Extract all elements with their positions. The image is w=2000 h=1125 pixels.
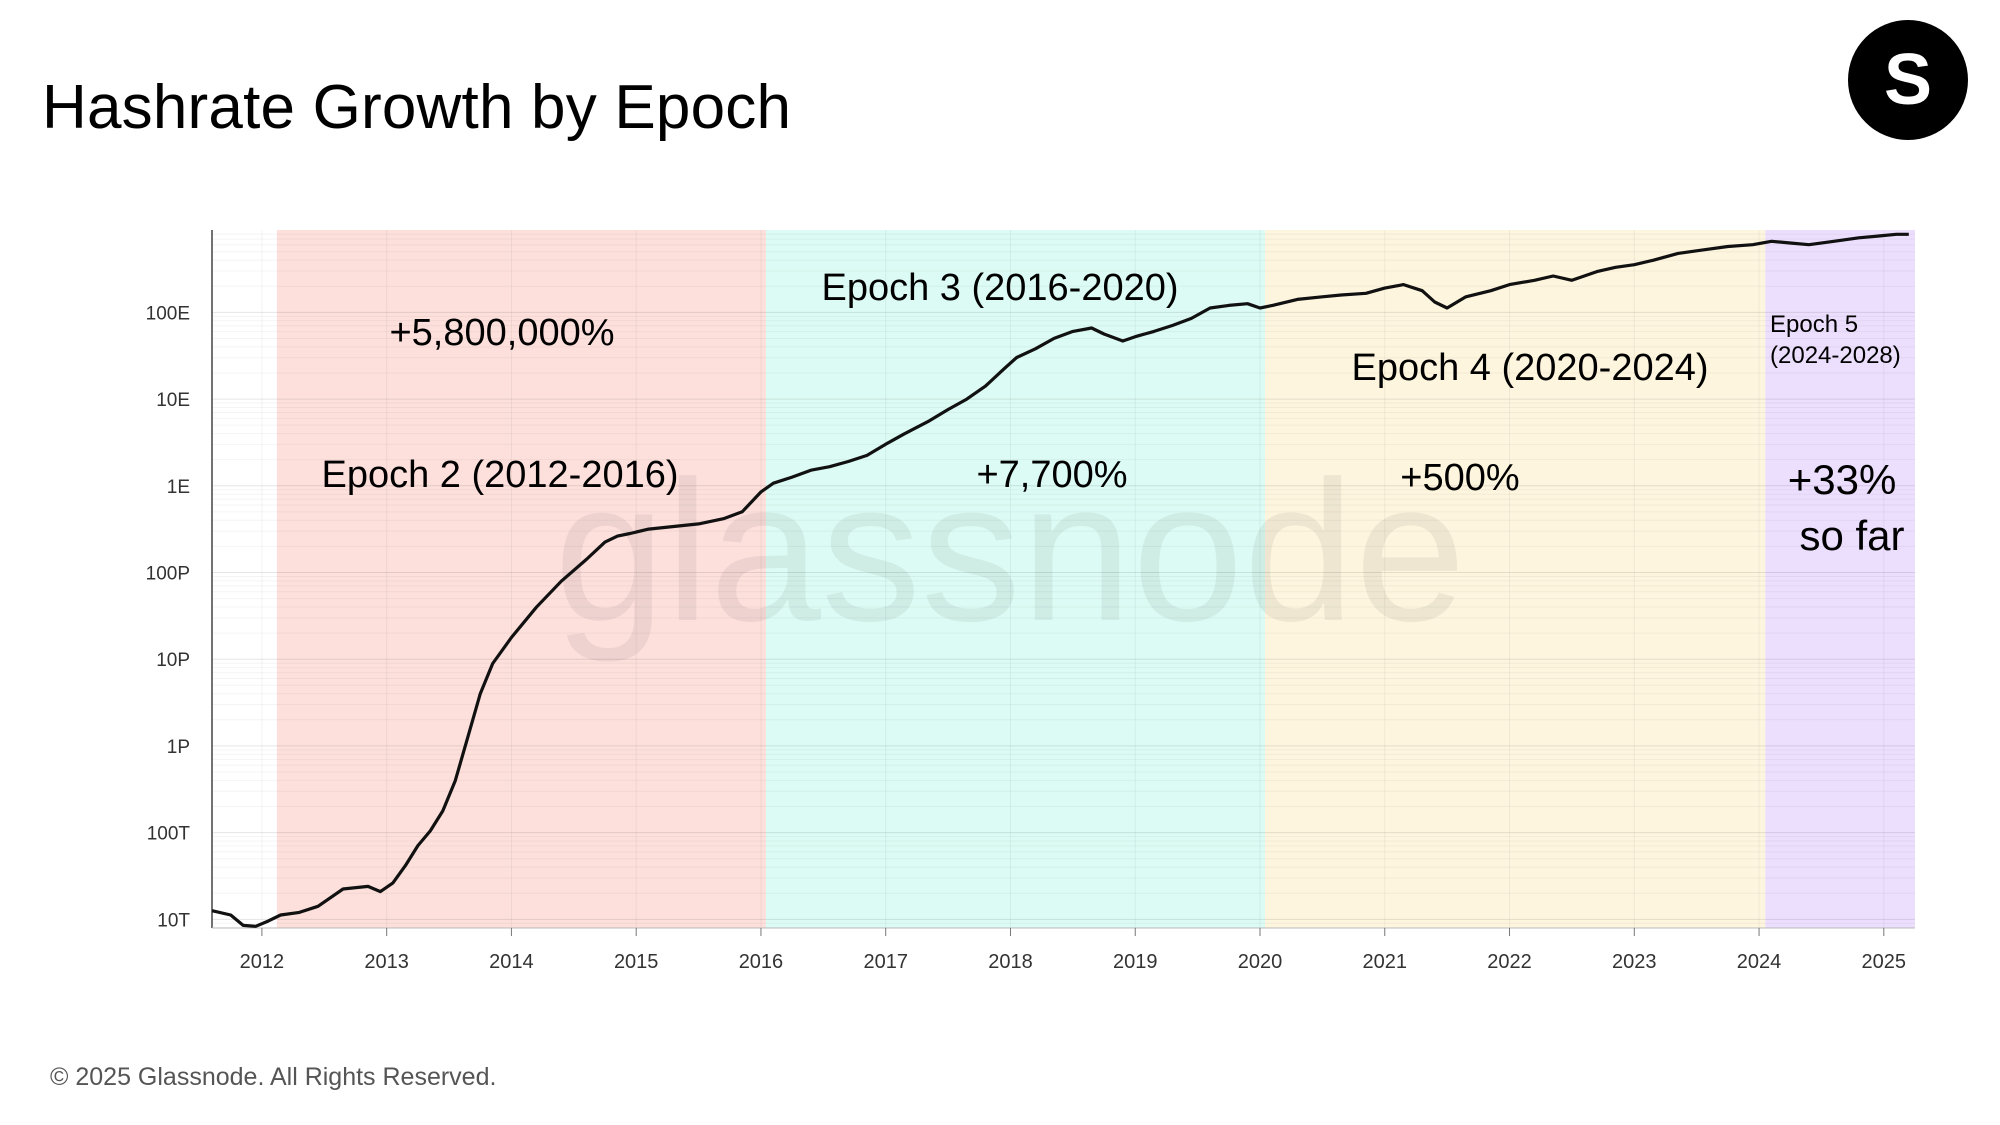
y-tick-label: 1P [167, 737, 190, 758]
x-tick-label: 2014 [489, 951, 534, 973]
x-tick-label: 2023 [1612, 951, 1657, 973]
x-tick-label: 2016 [739, 951, 784, 973]
x-tick-label: 2024 [1737, 951, 1782, 973]
x-tick-label: 2013 [364, 951, 409, 973]
epoch-change-label: +7,700% [976, 454, 1127, 496]
y-axis-ticks: 10T 100T 1P 10P 100P 1E 10E 100E [146, 303, 191, 931]
epoch-band-5 [1765, 230, 1915, 928]
y-tick-label: 1E [167, 477, 190, 498]
hashrate-line [211, 232, 1909, 928]
y-tick-label: 100T [147, 824, 191, 845]
y-tick-label: 100P [146, 563, 190, 584]
epoch-band-3 [765, 230, 1265, 928]
x-tick-label: 2019 [1113, 951, 1158, 973]
x-tick-label: 2022 [1487, 951, 1532, 973]
epoch-change-label: +33% [1788, 456, 1897, 503]
watermark: glassnode [554, 440, 1466, 663]
epoch-band-4 [1264, 230, 1766, 928]
y-tick-label: 100E [146, 303, 190, 324]
axes [211, 230, 1915, 929]
epoch-name-label: Epoch 2 (2012-2016) [321, 454, 678, 496]
epoch-band-2 [276, 230, 766, 928]
epoch-name-label: Epoch 5 [1770, 311, 1858, 338]
epoch-bands [276, 230, 1915, 928]
epoch-change-label: so far [1799, 512, 1904, 559]
x-tick-label: 2021 [1363, 951, 1408, 973]
y-tick-label: 10T [157, 910, 190, 931]
brand-logo: S [1848, 20, 1968, 140]
x-tick-label: 2012 [240, 951, 285, 973]
x-tick-label: 2025 [1862, 951, 1907, 973]
x-tick-label: 2020 [1238, 951, 1283, 973]
epoch-name-label: (2024-2028) [1770, 342, 1901, 369]
epoch-name-label: Epoch 3 (2016-2020) [821, 267, 1178, 309]
page-title: Hashrate Growth by Epoch [42, 73, 792, 142]
copyright-notice: © 2025 Glassnode. All Rights Reserved. [50, 1063, 497, 1091]
x-axis-ticks: 2012 2013 2014 2015 2016 2017 2018 2019 2020 2021… [240, 928, 1906, 973]
y-tick-label: 10E [156, 390, 190, 411]
epoch-labels: Epoch 2 (2012-2016) +5,800,000% Epoch 3 (2… [321, 267, 1904, 559]
y-tick-label: 10P [156, 650, 190, 671]
epoch-name-label: Epoch 4 (2020-2024) [1351, 347, 1708, 389]
epoch-change-label: +5,800,000% [389, 312, 614, 354]
x-tick-label: 2018 [988, 951, 1033, 973]
x-tick-label: 2015 [614, 951, 659, 973]
epoch-change-label: +500% [1400, 457, 1519, 499]
x-tick-label: 2017 [863, 951, 908, 973]
grid-lines [212, 230, 1915, 929]
